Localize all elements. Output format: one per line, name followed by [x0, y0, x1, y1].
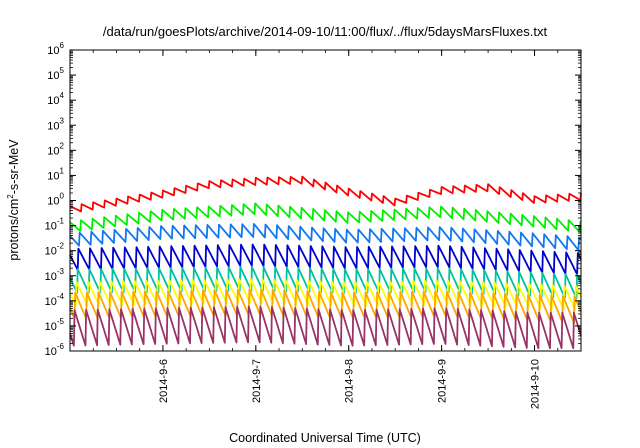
x-tick-label: 2014-9-8 [344, 359, 356, 403]
y-tick-base: 10 [47, 145, 59, 157]
series-line-2 [69, 202, 582, 233]
y-tick-base: 10 [47, 95, 59, 107]
y-axis: 10-610-510-410-310-210-11001011021031041… [45, 41, 581, 358]
y-tick-label: 103 [47, 116, 64, 132]
y-tick-label: 10-4 [45, 292, 65, 308]
y-tick-label: 10-6 [45, 342, 65, 358]
y-tick-label: 100 [47, 192, 64, 208]
y-tick-base: 10 [47, 45, 59, 57]
y-tick-base: 10 [45, 296, 57, 308]
x-axis-label: Coordinated Universal Time (UTC) [229, 431, 421, 445]
series-line-3 [69, 223, 582, 251]
series-layer [69, 175, 582, 350]
series-line-1 [69, 175, 582, 213]
x-axis: 2014-9-6 2014-9-7 2014-9-8 2014-9-9 2014-9-1… [69, 50, 582, 409]
y-tick-label: 102 [47, 141, 64, 157]
series-line-8 [69, 305, 582, 350]
y-tick-exponent: -6 [57, 342, 65, 351]
y-tick-base: 10 [45, 246, 57, 258]
y-tick-label: 106 [47, 41, 64, 57]
y-tick-exponent: 1 [60, 166, 65, 175]
y-tick-exponent: -4 [57, 292, 65, 301]
y-tick-label: 101 [47, 166, 64, 182]
y-tick-exponent: -1 [57, 217, 65, 226]
y-tick-exponent: 4 [60, 91, 65, 100]
series-line-5 [69, 266, 582, 300]
y-tick-base: 10 [45, 321, 57, 333]
y-tick-exponent: -5 [57, 317, 65, 326]
y-tick-label: 105 [47, 66, 64, 82]
series-line-6 [69, 278, 582, 311]
y-axis-label: protons/cm2-s-sr-MeV [6, 139, 21, 261]
x-tick-label: 2014-9-6 [158, 359, 170, 403]
y-tick-exponent: -3 [57, 267, 65, 276]
y-tick-base: 10 [45, 221, 57, 233]
y-tick-label: 10-3 [45, 267, 65, 283]
y-tick-label: 104 [47, 91, 64, 107]
y-tick-exponent: -2 [57, 242, 65, 251]
chart-title: /data/run/goesPlots/archive/2014-09-10/1… [103, 24, 548, 39]
x-tick-label: 2014-9-10 [530, 359, 542, 409]
y-tick-base: 10 [45, 346, 57, 358]
y-axis-label-suffix: -s-sr-MeV [7, 139, 21, 195]
y-tick-exponent: 3 [60, 116, 65, 125]
y-tick-exponent: 2 [60, 141, 65, 150]
y-tick-base: 10 [47, 196, 59, 208]
y-tick-base: 10 [47, 120, 59, 132]
y-tick-base: 10 [47, 170, 59, 182]
y-tick-label: 10-1 [45, 217, 65, 233]
x-tick-label: 2014-9-9 [437, 359, 449, 403]
y-axis-label-superscript: 2 [6, 194, 15, 199]
y-tick-base: 10 [47, 70, 59, 82]
x-tick-label: 2014-9-7 [251, 359, 263, 403]
y-tick-exponent: 5 [60, 66, 65, 75]
y-tick-base: 10 [45, 271, 57, 283]
y-tick-label: 10-2 [45, 242, 65, 258]
y-tick-exponent: 0 [60, 192, 65, 201]
y-tick-label: 10-5 [45, 317, 65, 333]
y-tick-exponent: 6 [60, 41, 65, 50]
y-axis-label-prefix: protons/cm [7, 199, 21, 261]
